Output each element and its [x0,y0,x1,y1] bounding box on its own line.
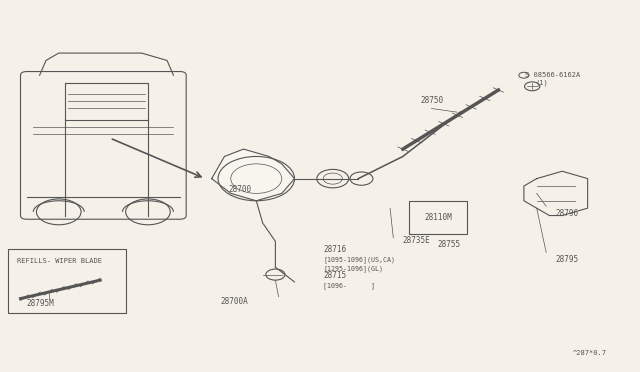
Bar [409,201,467,234]
Bar [8,249,125,313]
Text: 28735E: 28735E [403,236,431,245]
Text: (1): (1) [536,80,548,86]
Text: S 08566-6162A: S 08566-6162A [525,72,580,78]
Text: 28795: 28795 [556,255,579,264]
Text: 28110M: 28110M [424,213,452,222]
Text: [1095-1096](US,CA): [1095-1096](US,CA) [323,257,395,263]
Text: 28750: 28750 [420,96,443,105]
Polygon shape [212,149,294,201]
Text: 28796: 28796 [556,209,579,218]
Text: 28700A: 28700A [220,297,248,306]
Text: [1096-      ]: [1096- ] [323,282,375,289]
Text: 28755: 28755 [438,240,461,249]
Text: 28700: 28700 [228,185,252,193]
Text: REFILLS- WIPER BLADE: REFILLS- WIPER BLADE [17,258,102,264]
Text: ^287*0.7: ^287*0.7 [573,350,607,356]
Text: [1295-1096](GL): [1295-1096](GL) [323,265,383,272]
Text: 28795M: 28795M [27,299,54,308]
Text: 28716: 28716 [323,246,346,254]
Text: 28715: 28715 [323,271,346,280]
